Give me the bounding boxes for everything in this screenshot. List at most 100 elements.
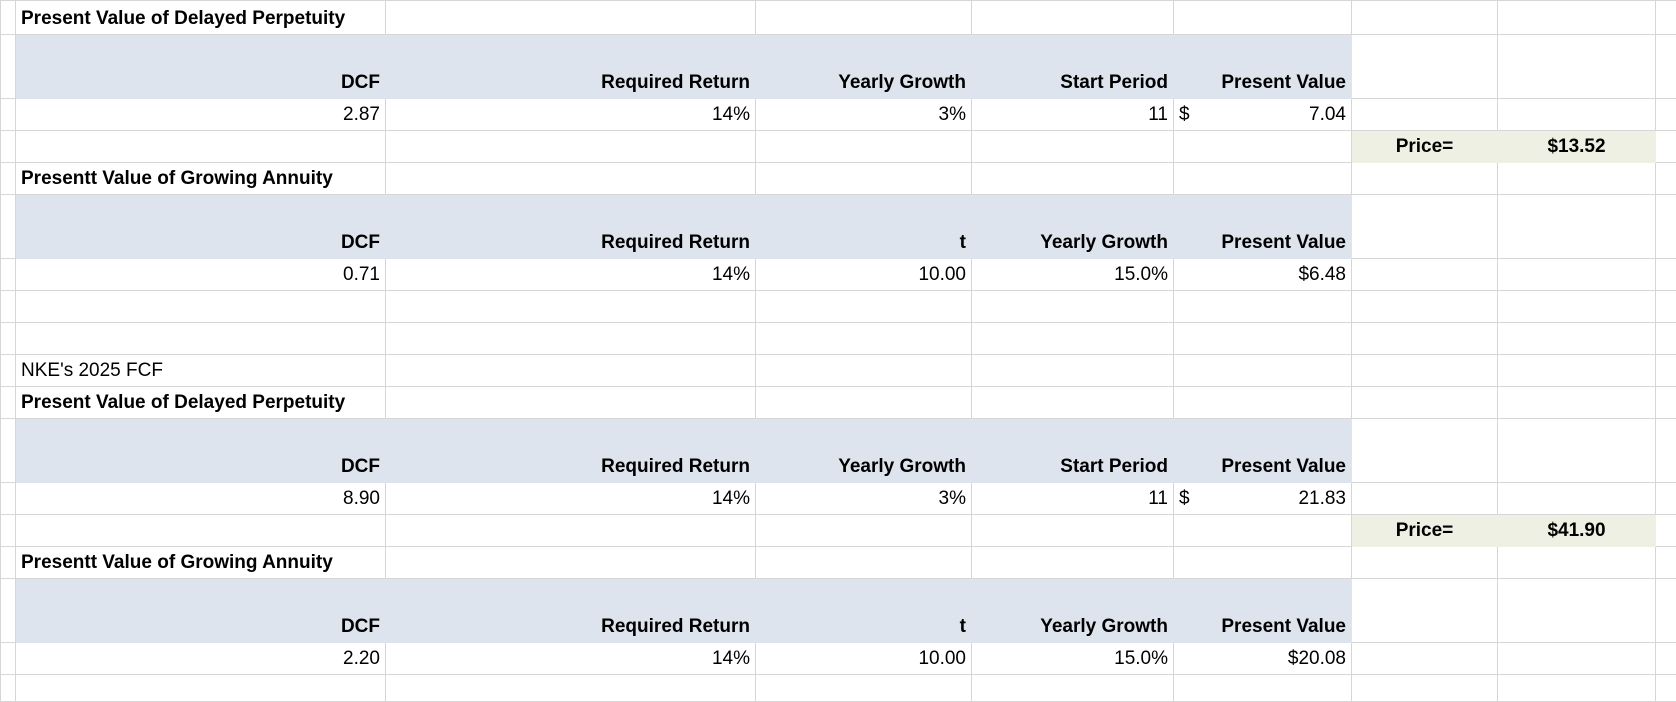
cell <box>1351 322 1498 355</box>
cell <box>1497 546 1656 579</box>
cell <box>0 194 16 259</box>
value-cell: 3% <box>755 482 972 515</box>
value-cell: 10.00 <box>755 642 972 675</box>
cell <box>1351 482 1498 515</box>
cell <box>1655 482 1676 515</box>
value-cell: $6.48 <box>1173 258 1352 291</box>
cell <box>1351 162 1498 195</box>
cell <box>1497 290 1656 323</box>
cell <box>1173 0 1352 35</box>
sheet-row <box>0 674 1676 702</box>
cell <box>971 354 1174 387</box>
value-cell: $21.83 <box>1173 482 1352 515</box>
value-cell: 11 <box>971 482 1174 515</box>
column-header: Yearly Growth <box>755 34 972 99</box>
value-cell: 10.00 <box>755 258 972 291</box>
cell <box>1351 194 1498 259</box>
cell <box>1497 482 1656 515</box>
cell <box>1497 258 1656 291</box>
sheet-row: NKE's 2025 FCF <box>0 354 1676 387</box>
currency-symbol: $ <box>1179 104 1190 125</box>
cell <box>971 0 1174 35</box>
cell <box>755 354 972 387</box>
column-header: Yearly Growth <box>755 418 972 483</box>
section-title: Present Value of Delayed Perpetuity <box>15 386 386 419</box>
cell <box>1497 98 1656 131</box>
value-cell: 14% <box>385 98 756 131</box>
cell <box>1497 322 1656 355</box>
cell <box>971 322 1174 355</box>
cell <box>15 290 386 323</box>
cell <box>1173 130 1352 163</box>
cell <box>0 386 16 419</box>
cell <box>755 290 972 323</box>
cell <box>385 162 756 195</box>
cell <box>1497 386 1656 419</box>
cell <box>1351 0 1498 35</box>
value-cell: 11 <box>971 98 1174 131</box>
sheet-row: 0.71 14% 10.00 15.0% $6.48 <box>0 258 1676 291</box>
cell <box>385 130 756 163</box>
cell <box>385 546 756 579</box>
accounting-value: $21.83 <box>1179 488 1346 510</box>
cell <box>385 674 756 702</box>
column-header: DCF <box>15 418 386 483</box>
cell <box>15 514 386 547</box>
cell <box>1173 386 1352 419</box>
cell <box>15 674 386 702</box>
cell <box>1497 674 1656 702</box>
cell <box>0 130 16 163</box>
cell <box>1351 418 1498 483</box>
amount: 21.83 <box>1298 488 1346 509</box>
cell <box>1351 354 1498 387</box>
cell <box>1655 34 1676 99</box>
value-cell: 0.71 <box>15 258 386 291</box>
sheet-row: Present Value of Delayed Perpetuity <box>0 0 1676 35</box>
amount: 7.04 <box>1309 104 1346 125</box>
sheet-row: DCF Required Return t Yearly Growth Present … <box>0 578 1676 643</box>
column-header: Yearly Growth <box>971 578 1174 643</box>
cell <box>0 322 16 355</box>
column-header: Required Return <box>385 194 756 259</box>
cell <box>1351 546 1498 579</box>
cell <box>1351 34 1498 99</box>
sheet-row: 2.20 14% 10.00 15.0% $20.08 <box>0 642 1676 675</box>
cell <box>0 34 16 99</box>
value-cell: 14% <box>385 258 756 291</box>
cell <box>1655 130 1676 163</box>
currency-symbol: $ <box>1179 488 1190 509</box>
value-cell: 8.90 <box>15 482 386 515</box>
cell <box>385 514 756 547</box>
cell <box>1173 354 1352 387</box>
cell <box>0 674 16 702</box>
cell <box>1497 0 1656 35</box>
price-value: $41.90 <box>1497 514 1656 547</box>
value-cell: 14% <box>385 642 756 675</box>
cell <box>755 514 972 547</box>
value-cell: 3% <box>755 98 972 131</box>
value-cell: 2.87 <box>15 98 386 131</box>
cell <box>755 546 972 579</box>
column-header: Required Return <box>385 578 756 643</box>
cell <box>0 514 16 547</box>
cell <box>1655 642 1676 675</box>
cell <box>1655 0 1676 35</box>
cell <box>971 130 1174 163</box>
cell <box>1173 162 1352 195</box>
cell <box>1173 290 1352 323</box>
cell <box>385 322 756 355</box>
column-header: Present Value <box>1173 418 1352 483</box>
cell <box>1655 194 1676 259</box>
cell <box>1497 34 1656 99</box>
cell <box>0 482 16 515</box>
cell <box>1351 258 1498 291</box>
cell <box>1497 354 1656 387</box>
column-header: Present Value <box>1173 194 1352 259</box>
section-title: Present Value of Delayed Perpetuity <box>15 0 386 35</box>
cell <box>0 98 16 131</box>
cell <box>1497 194 1656 259</box>
cell <box>755 386 972 419</box>
cell <box>0 0 16 35</box>
cell <box>15 322 386 355</box>
